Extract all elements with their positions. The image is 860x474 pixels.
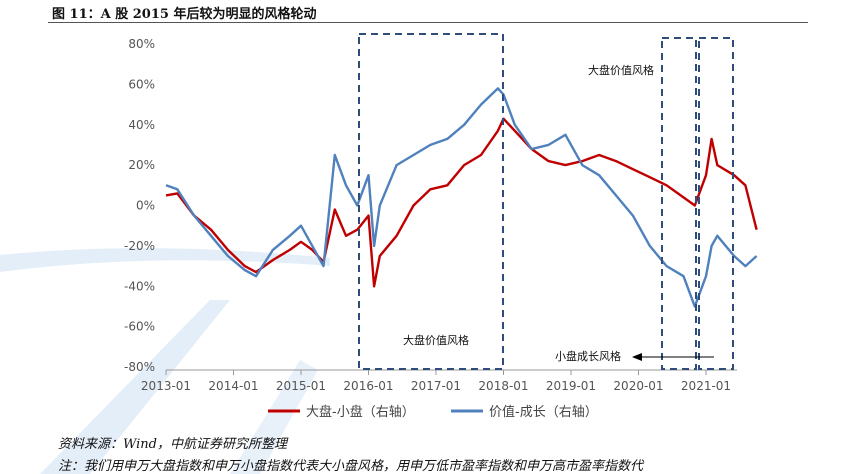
source-text: 资料来源：Wind，中航证券研究所整理	[58, 437, 287, 452]
watermark-stroke	[230, 360, 318, 474]
series-line-1	[165, 87, 758, 308]
note-text: 注：我们用申万大盘指数和申万小盘指数代表大小盘风格，用申万低市盈率指数和申万高市…	[58, 459, 644, 474]
annotation-box-1	[661, 37, 697, 370]
annotation-box-2	[698, 37, 734, 370]
annotation-label-2: 小盘成长风格	[555, 349, 621, 363]
series-lines	[165, 87, 758, 308]
y-tick-label: 40%	[128, 118, 155, 132]
x-tick-label: 2016-01	[343, 379, 393, 393]
series-line-0	[165, 117, 758, 288]
x-tick-label: 2017-01	[411, 379, 461, 393]
x-tick-label: 2020-01	[613, 379, 663, 393]
annotation-arrow-head	[632, 353, 642, 361]
title-divider	[48, 22, 808, 23]
y-tick-label: 60%	[128, 77, 155, 91]
y-tick-label: -40%	[124, 279, 155, 293]
y-tick-label: 80%	[128, 37, 155, 51]
watermark-stroke	[40, 300, 230, 474]
figure-title: 图 11：A 股 2015 年后较为明显的风格轮动	[52, 7, 317, 22]
annotation-label-0: 大盘价值风格	[403, 333, 469, 347]
y-tick-label: -80%	[124, 360, 155, 374]
y-tick-label: -20%	[124, 239, 155, 253]
legend-label-0: 大盘-小盘（右轴）	[306, 404, 415, 420]
x-tick-label: 2014-01	[208, 379, 258, 393]
x-axis: 2013-01 2014-01 2015-01 2016-01 2017-01 2018-…	[141, 369, 737, 393]
x-tick-label: 2013-01	[141, 379, 191, 393]
legend: 大盘-小盘（右轴） 价值-成长（右轴）	[268, 404, 598, 420]
watermark-logo	[0, 248, 330, 474]
legend-label-1: 价值-成长（右轴）	[489, 404, 598, 420]
x-tick-label: 2018-01	[478, 379, 528, 393]
y-tick-label: 20%	[128, 158, 155, 172]
x-tick-label: 2015-01	[276, 379, 326, 393]
watermark-swoosh	[0, 248, 330, 272]
x-tick-label: 2019-01	[546, 379, 596, 393]
y-tick-label: 0%	[136, 199, 155, 213]
annotation-box-0	[358, 33, 504, 370]
annotation-label-1: 大盘价值风格	[588, 63, 654, 77]
x-tick-label: 2021-01	[681, 379, 731, 393]
y-tick-label: -60%	[124, 320, 155, 334]
y-axis: 80% 60% 40% 20% 0% -20% -40% -60% -80%	[124, 37, 155, 374]
